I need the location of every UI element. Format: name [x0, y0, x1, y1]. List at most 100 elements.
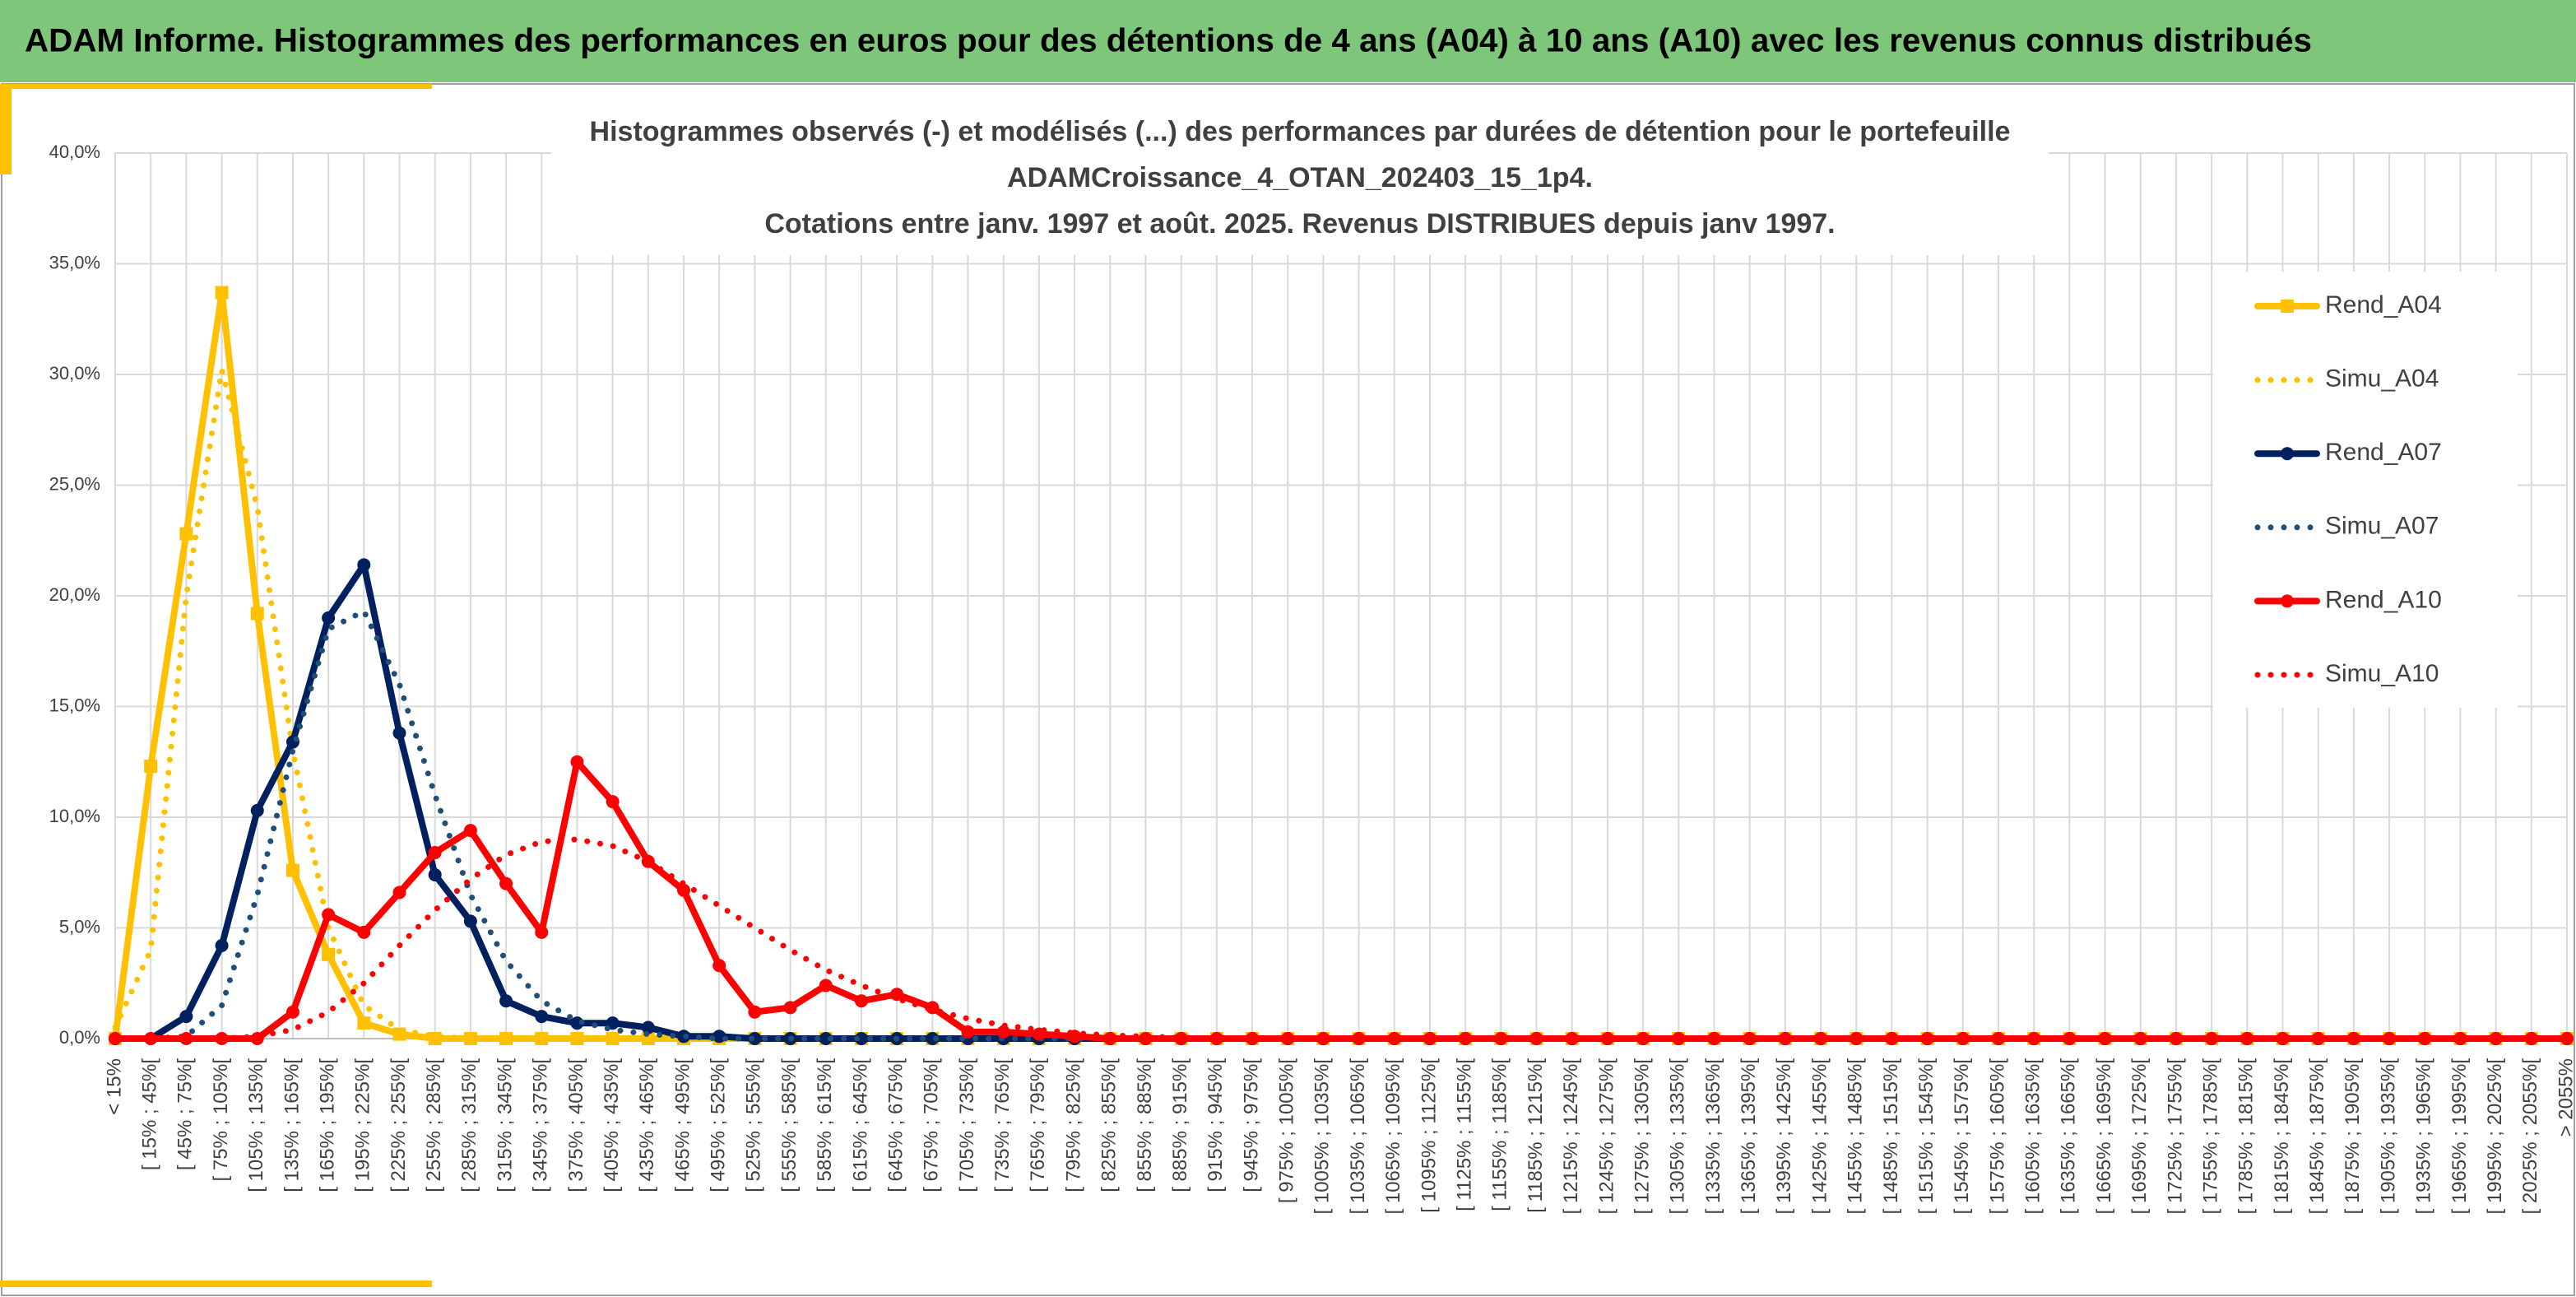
point [854, 994, 868, 1008]
x-tick-label: [ 855% ; 885%[ [1134, 1058, 1156, 1192]
x-tick-label: [ 255% ; 285%[ [423, 1058, 445, 1192]
x-tick-label: > 2055% [2555, 1058, 2576, 1137]
x-tick-label: < 15% [103, 1058, 125, 1115]
x-tick-label: [ 735% ; 765%[ [991, 1058, 1014, 1192]
x-tick-label: [ 1755% ; 1785%[ [2199, 1058, 2221, 1215]
x-tick-label: [ 525% ; 555%[ [743, 1058, 765, 1192]
x-tick-label: [ 1275% ; 1305%[ [1631, 1058, 1653, 1215]
x-tick-label: [ 1815% ; 1845%[ [2271, 1058, 2293, 1215]
header-bar [0, 0, 2576, 82]
x-tick-label: [ 1425% ; 1455%[ [1808, 1058, 1831, 1215]
x-tick-label: [ 1605% ; 1635%[ [2022, 1058, 2045, 1215]
point [1423, 1032, 1437, 1045]
point [2027, 1032, 2041, 1045]
point [748, 1005, 762, 1019]
point [570, 1032, 584, 1045]
y-tick-label: 0,0% [59, 1027, 100, 1048]
point [357, 925, 371, 939]
x-tick-label: [ 345% ; 375%[ [530, 1058, 552, 1192]
x-tick-label: [ 375% ; 405%[ [565, 1058, 587, 1192]
y-tick-label: 35,0% [49, 252, 100, 272]
legend-label: Simu_A07 [2325, 513, 2439, 540]
point [1672, 1032, 1686, 1045]
x-tick-label: [ 1185% ; 1215%[ [1525, 1058, 1547, 1213]
point [179, 527, 193, 541]
point [357, 1016, 371, 1030]
x-tick-label: [ 1125% ; 1155%[ [1454, 1058, 1476, 1211]
point [463, 824, 477, 838]
y-tick-label: 10,0% [49, 806, 100, 826]
legend-marker [2281, 594, 2294, 608]
x-tick-label: [ 1695% ; 1725%[ [2128, 1058, 2151, 1215]
x-tick-label: [ 1215% ; 1245%[ [1560, 1058, 1582, 1215]
x-tick-label: [ 555% ; 585%[ [778, 1058, 801, 1192]
point [392, 886, 406, 900]
accent [0, 84, 12, 174]
point [819, 1032, 833, 1045]
point [357, 558, 371, 572]
x-tick-label: [ 1845% ; 1875%[ [2306, 1058, 2328, 1215]
point [854, 1032, 868, 1045]
x-tick-label: [ 1065% ; 1095%[ [1382, 1058, 1404, 1215]
x-tick-label: [ 1575% ; 1605%[ [1986, 1058, 2008, 1215]
plot: 0,0% 5,0% 10,0% 15,0% 20,0% 25,0% 30,0% 35,0% 40… [49, 142, 2576, 1215]
point [1316, 1032, 1330, 1045]
point [144, 760, 158, 774]
point [215, 939, 229, 953]
point [926, 1032, 940, 1045]
x-tick-label: [ 495% ; 525%[ [708, 1058, 730, 1192]
y-tick-label: 30,0% [49, 363, 100, 384]
x-tick-label: [ 615% ; 645%[ [849, 1058, 871, 1192]
point [322, 611, 336, 625]
point [2560, 1032, 2574, 1045]
x-tick-label: [ 45% ; 75%[ [174, 1058, 197, 1170]
chart-frame [1, 83, 2575, 1296]
x-tick-label: [ 225% ; 255%[ [388, 1058, 410, 1192]
legend-marker [2281, 300, 2294, 313]
point [428, 1032, 442, 1045]
legend-marker [2281, 447, 2294, 461]
point [1529, 1032, 1543, 1045]
point [1387, 1032, 1401, 1045]
point [144, 1032, 158, 1045]
x-tick-label: [ 1365% ; 1395%[ [1738, 1058, 1760, 1215]
x-tick-label: [ 1905% ; 1935%[ [2377, 1058, 2399, 1215]
point [961, 1025, 975, 1039]
header-title: ADAM Informe. Histogrammes des performan… [25, 23, 2312, 59]
x-tick-label: [ 1395% ; 1425%[ [1773, 1058, 1795, 1215]
title-box [551, 107, 2049, 255]
legend-label: Rend_A04 [2325, 291, 2442, 318]
x-tick-label: [ 1725% ; 1755%[ [2164, 1058, 2186, 1215]
x-tick-label: [ 285% ; 315%[ [458, 1058, 480, 1192]
point [2489, 1032, 2503, 1045]
point [428, 846, 442, 860]
point [641, 1020, 655, 1034]
point [2240, 1032, 2254, 1045]
accent [0, 1281, 432, 1287]
point [215, 286, 229, 300]
x-tick-label: [ 945% ; 975%[ [1240, 1058, 1262, 1192]
point [819, 979, 833, 993]
x-tick-label: [ 1875% ; 1905%[ [2342, 1058, 2364, 1215]
x-tick-label: [ 795% ; 825%[ [1062, 1058, 1084, 1192]
point [2133, 1032, 2147, 1045]
point [250, 803, 264, 817]
point [2205, 1032, 2219, 1045]
x-tick-label: [ 1935% ; 1965%[ [2413, 1058, 2435, 1215]
point [783, 1001, 797, 1015]
legend-label: Simu_A10 [2325, 660, 2439, 687]
point [322, 908, 336, 922]
point [570, 755, 584, 769]
point [499, 994, 513, 1008]
point [463, 1032, 477, 1045]
x-tick-label: [ 765% ; 795%[ [1027, 1058, 1049, 1192]
chart-title: Cotations entre janv. 1997 et août. 2025… [764, 208, 1835, 239]
point [285, 1005, 299, 1019]
x-tick-label: [ 975% ; 1005%[ [1276, 1058, 1298, 1203]
chart-title: Histogrammes observés (-) et modélisés (… [590, 116, 2011, 147]
point [677, 883, 691, 897]
x-tick-label: [ 15% ; 45%[ [139, 1058, 161, 1170]
legend-label: Rend_A10 [2325, 586, 2442, 613]
accent [0, 84, 432, 89]
